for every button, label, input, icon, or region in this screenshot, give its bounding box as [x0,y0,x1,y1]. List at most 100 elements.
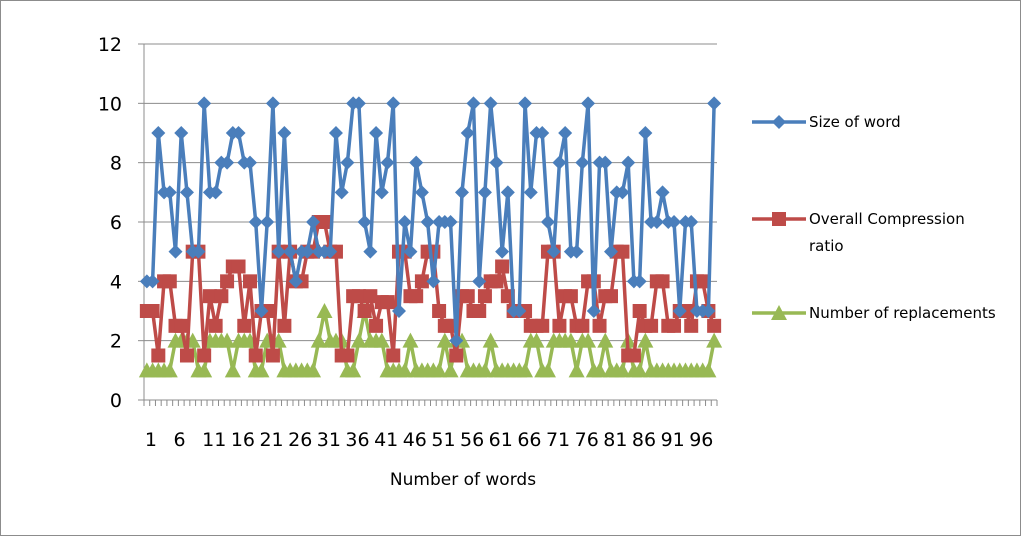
data-point [684,215,699,229]
y-tick-label: 2 [110,331,122,353]
x-tick-label: 36 [345,429,369,451]
data-point [569,244,584,259]
legend-label: ratio [809,237,844,255]
data-point [695,274,710,289]
data-point [243,155,258,170]
data-point [546,244,561,259]
data-point [426,274,441,289]
data-point [214,289,229,304]
data-point [363,289,378,304]
data-point [562,332,579,348]
legend-label: Overall Compression [809,210,965,228]
data-point [369,318,384,333]
data-point [500,185,515,200]
data-point [518,96,533,111]
data-point [528,332,545,348]
data-point [402,332,419,348]
legend-item-2: Number of replacements [752,304,996,322]
data-point [632,304,647,318]
data-point [523,185,538,200]
data-point [208,185,223,200]
data-point [581,96,596,111]
data-point [563,289,578,304]
data-point [495,259,510,274]
data-point [374,185,389,200]
data-point [568,362,585,378]
y-tick-label: 6 [110,212,122,234]
series-0 [139,96,722,348]
y-tick-label: 10 [98,93,122,115]
data-point [283,244,298,259]
x-tick-label: 56 [460,429,484,451]
data-point [615,185,630,200]
data-point [672,304,687,318]
data-point [357,215,372,229]
data-point [168,244,183,259]
data-point [431,362,448,378]
x-tick-label: 11 [202,429,226,451]
data-point [260,215,275,229]
data-point [161,362,178,378]
data-point [288,274,303,289]
data-point [396,362,413,378]
data-point [632,274,647,289]
data-point [397,215,412,229]
data-point [684,318,699,333]
data-point [224,362,241,378]
data-point [403,244,418,259]
data-point [191,244,206,259]
data-point [380,155,395,170]
data-point [197,96,212,111]
data-point [472,304,487,318]
data-point [517,362,534,378]
data-point [253,362,270,378]
data-point [277,126,292,140]
data-point [231,259,246,274]
data-point [638,126,653,140]
data-point [151,348,166,363]
data-point [220,155,235,170]
data-point [369,126,384,140]
data-point [443,215,458,229]
data-point [603,244,618,259]
data-point [277,318,292,333]
data-point [151,126,166,140]
data-point [592,318,607,333]
x-tick-label: 1 [145,429,157,451]
data-point [466,96,481,111]
data-point [614,362,631,378]
data-point [539,362,556,378]
data-point [174,318,189,333]
data-point [357,304,372,318]
data-point [328,126,343,140]
data-point [373,332,390,348]
x-tick-label: 71 [546,429,570,451]
data-point [597,332,614,348]
data-point [196,362,213,378]
legend-marker [772,212,786,226]
legend-item-0: Size of word [752,113,901,131]
data-point [351,289,366,304]
legend-item-1: Overall Compression ratio [752,210,965,255]
x-tick-label: 31 [317,429,341,451]
data-point [300,244,315,259]
data-point [265,96,280,111]
y-tick-label: 12 [98,34,122,56]
data-point [350,332,367,348]
data-point [340,348,355,363]
data-point [540,215,555,229]
data-point [254,304,269,318]
x-tick-label: 66 [517,429,541,451]
x-axis-title: Number of words [390,470,536,490]
data-point [179,185,194,200]
data-point [409,155,424,170]
data-point [174,126,189,140]
data-point [477,289,492,304]
data-point [655,185,670,200]
series-group [138,96,723,378]
data-point [386,348,401,363]
data-point [219,332,236,348]
data-point [317,215,332,229]
data-point [644,318,659,333]
